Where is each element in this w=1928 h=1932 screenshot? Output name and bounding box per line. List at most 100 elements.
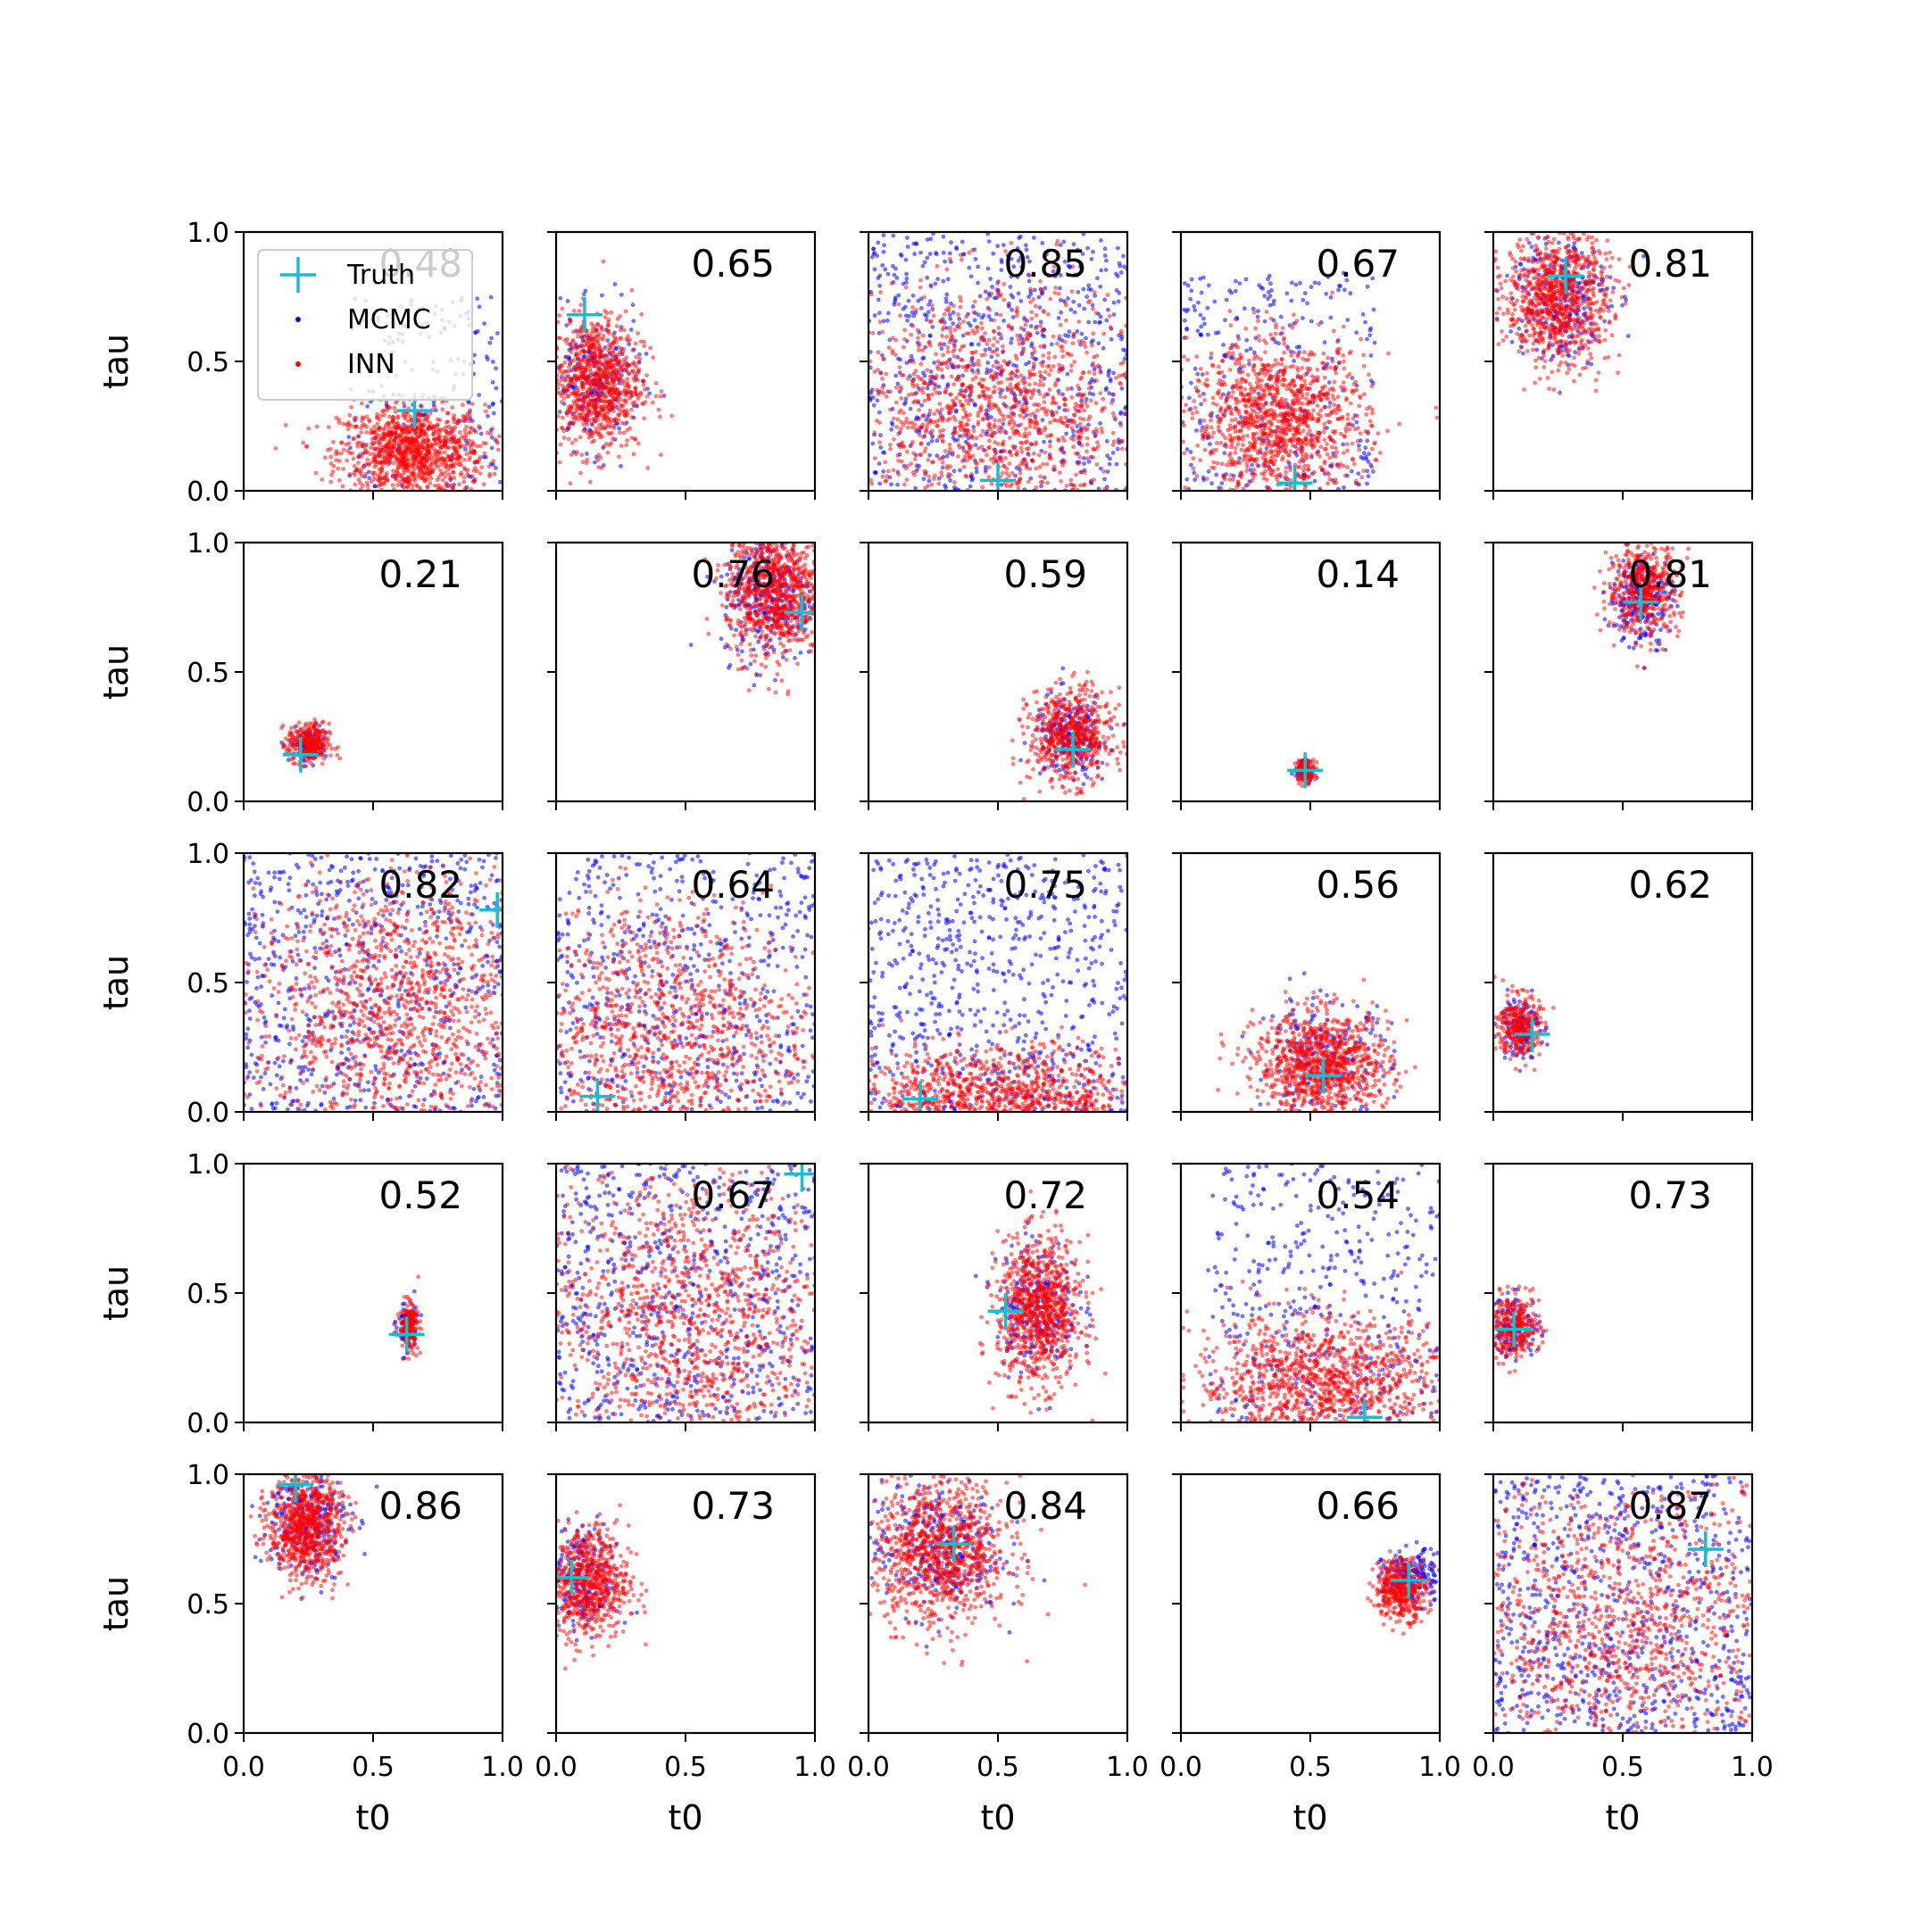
sample-point	[1119, 337, 1124, 342]
sample-point	[1046, 312, 1051, 317]
sample-point	[992, 319, 996, 323]
sample-point	[1206, 333, 1210, 337]
sample-point	[896, 472, 901, 477]
sample-point	[609, 362, 613, 367]
sample-point	[470, 440, 475, 444]
sample-point	[334, 416, 338, 420]
sample-point	[1060, 393, 1065, 397]
sample-point	[1214, 331, 1218, 336]
sample-point	[371, 473, 376, 477]
sample-point	[1043, 428, 1047, 433]
sample-point	[958, 400, 962, 404]
sample-point	[1111, 393, 1116, 397]
sample-point	[1244, 349, 1249, 353]
sample-point	[428, 474, 432, 478]
sample-point	[1030, 355, 1035, 360]
sample-point	[884, 372, 888, 377]
sample-point	[1367, 372, 1371, 377]
sample-point	[412, 458, 417, 462]
sample-point	[1013, 398, 1018, 402]
sample-point	[1264, 401, 1268, 405]
sample-point	[585, 333, 589, 337]
sample-point	[450, 405, 454, 410]
sample-point	[565, 412, 569, 417]
sample-point	[443, 441, 447, 445]
sample-point	[1014, 353, 1018, 358]
sample-point	[1072, 360, 1076, 364]
sample-point	[1350, 442, 1355, 446]
sample-point	[998, 419, 1002, 423]
sample-point	[946, 345, 951, 350]
sample-point	[888, 390, 893, 394]
sample-point	[907, 420, 911, 425]
sample-point	[938, 434, 943, 438]
sample-point	[993, 455, 997, 460]
sample-point	[1039, 449, 1043, 453]
sample-point	[930, 433, 935, 437]
sample-point	[977, 382, 982, 386]
sample-point	[425, 452, 429, 456]
sample-point	[577, 406, 581, 410]
sample-point	[949, 329, 953, 334]
sample-point	[1373, 341, 1377, 345]
sample-point	[593, 419, 597, 424]
sample-point	[894, 386, 899, 390]
sample-point	[1092, 355, 1096, 360]
sample-point	[637, 361, 642, 365]
sample-point	[1080, 332, 1084, 336]
sample-point	[1093, 365, 1098, 369]
sample-point	[970, 399, 975, 403]
sample-point	[372, 425, 377, 429]
sample-point	[1212, 300, 1217, 304]
sample-point	[1092, 477, 1096, 482]
sample-point	[1115, 462, 1119, 467]
sample-point	[968, 385, 972, 389]
sample-point	[975, 326, 979, 330]
sample-point	[630, 288, 635, 293]
sample-point	[1303, 291, 1308, 295]
sample-point	[927, 475, 931, 479]
sample-point	[391, 483, 395, 487]
sample-point	[1361, 312, 1366, 317]
sample-point	[1040, 292, 1044, 296]
sample-point	[1234, 417, 1238, 421]
sample-point	[1120, 439, 1125, 444]
sample-point	[1322, 352, 1326, 356]
sample-point	[993, 440, 997, 444]
sample-point	[1183, 319, 1187, 323]
sample-point	[1118, 411, 1123, 416]
sample-point	[1364, 412, 1368, 417]
sample-point	[886, 311, 891, 316]
sample-point	[1042, 440, 1046, 444]
sample-point	[949, 393, 953, 397]
sample-point	[1037, 295, 1042, 300]
sample-point	[607, 418, 611, 422]
sample-point	[439, 472, 444, 477]
sample-point	[580, 358, 585, 362]
sample-point	[405, 457, 410, 461]
sample-point	[1084, 336, 1088, 341]
sample-point	[963, 410, 968, 415]
sample-point	[1355, 420, 1359, 425]
sample-point	[393, 406, 397, 410]
sample-point	[1195, 444, 1200, 448]
sample-point	[1357, 448, 1361, 452]
sample-point	[1086, 284, 1091, 288]
sample-point	[896, 459, 901, 463]
sample-point	[392, 438, 396, 443]
sample-point	[320, 477, 324, 482]
sample-point	[929, 285, 934, 289]
sample-point	[1032, 452, 1036, 456]
sample-point	[1309, 285, 1314, 289]
sample-point	[899, 427, 903, 431]
sample-point	[402, 401, 406, 405]
sample-point	[314, 471, 319, 476]
sample-point	[926, 422, 930, 427]
sample-point	[1029, 324, 1034, 328]
sample-point	[493, 472, 497, 477]
sample-point	[1091, 307, 1095, 311]
sample-point	[578, 369, 583, 373]
sample-point	[984, 348, 988, 352]
sample-point	[1182, 409, 1186, 413]
sample-point	[993, 296, 997, 301]
